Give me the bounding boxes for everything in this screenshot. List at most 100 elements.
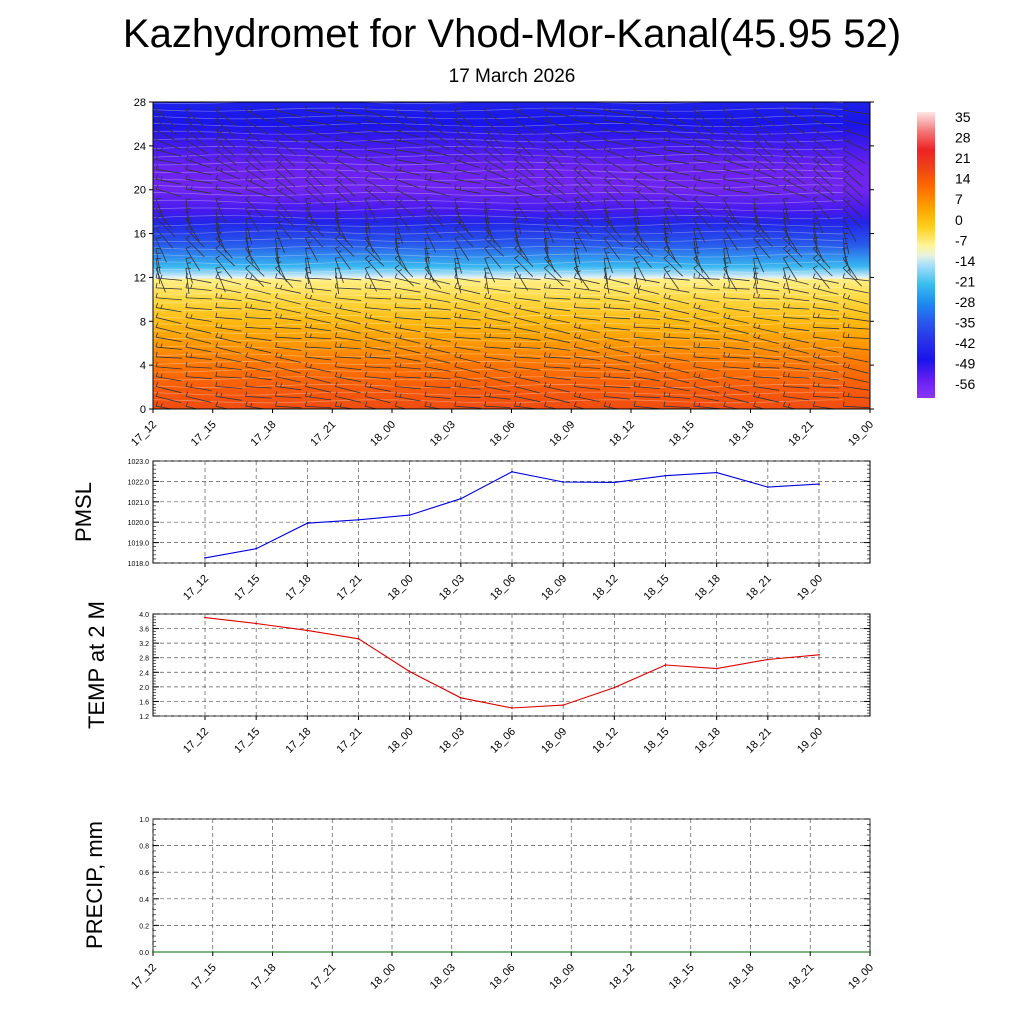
wind-barb xyxy=(753,332,779,344)
wind-barb xyxy=(663,265,680,290)
wind-barb xyxy=(693,312,720,325)
wind-barb xyxy=(155,144,182,157)
wind-barb xyxy=(842,105,869,115)
x-tick-label: 18_00 xyxy=(368,419,398,449)
wind-barb xyxy=(155,236,167,263)
y-tick-label: 1022.0 xyxy=(128,479,150,486)
wind-barb xyxy=(873,156,896,172)
wind-barb xyxy=(603,165,626,185)
contour-line xyxy=(153,207,844,212)
wind-barb xyxy=(364,332,391,344)
wind-barb xyxy=(424,391,451,399)
wind-barb xyxy=(215,136,236,158)
wind-barb xyxy=(155,302,182,313)
wind-barb xyxy=(484,332,511,339)
wind-barb xyxy=(842,401,870,409)
wind-barb xyxy=(633,245,652,268)
wind-barb xyxy=(245,322,272,330)
wind-barb xyxy=(603,257,610,285)
vertical-profile-panel: 0 4 8 12 16 20 24 28 17_12 17_15 17_18 17_21 18_00 18… xyxy=(129,97,899,449)
wind-barb xyxy=(753,106,775,126)
wind-barb xyxy=(484,256,495,283)
wind-barb xyxy=(873,267,884,292)
wind-barb xyxy=(454,236,470,261)
wind-barb xyxy=(155,381,182,394)
wind-barb xyxy=(633,391,661,399)
wind-barb xyxy=(364,208,371,235)
wind-barb xyxy=(693,195,713,218)
wind-barb xyxy=(663,282,690,293)
wind-barb xyxy=(663,401,690,408)
wind-barb xyxy=(573,175,594,198)
wind-barb xyxy=(215,391,242,401)
contour-line xyxy=(153,215,844,220)
x-tick-label: 17_21 xyxy=(335,573,365,603)
y-tick-label: 2.8 xyxy=(139,656,149,663)
wind-barb xyxy=(275,401,302,409)
wind-barb xyxy=(812,136,835,156)
wind-barb xyxy=(633,198,640,225)
wind-barb xyxy=(424,256,435,283)
wind-barb xyxy=(514,302,540,314)
wind-barb xyxy=(873,106,899,116)
x-tick-label: 18_21 xyxy=(786,419,816,449)
wind-barb xyxy=(245,218,253,245)
wind-barb xyxy=(484,164,509,180)
wind-barb xyxy=(454,164,481,176)
wind-barb xyxy=(454,371,481,382)
wind-barb xyxy=(334,125,361,135)
contour-line xyxy=(153,192,844,197)
wind-barb xyxy=(394,154,421,165)
wind-barb xyxy=(185,371,212,380)
wind-barb xyxy=(215,197,226,224)
pmsl-panel: 1018.0 1019.0 1020.0 1021.0 1022.0 1023.0 17_1… xyxy=(71,459,871,603)
wind-barb xyxy=(544,381,570,393)
wind-barb xyxy=(753,391,779,403)
wind-barb xyxy=(633,312,660,320)
wind-barb xyxy=(394,164,421,176)
wind-barb xyxy=(484,217,495,243)
wind-barb xyxy=(573,165,594,188)
wind-barb xyxy=(573,145,597,164)
wind-barb xyxy=(842,342,870,351)
wind-barb xyxy=(484,198,490,225)
x-tick-label: 18_12 xyxy=(607,962,637,992)
wind-barb xyxy=(364,144,391,156)
wind-barb xyxy=(454,391,481,399)
wind-barb xyxy=(873,198,884,223)
wind-barb xyxy=(544,312,570,324)
wind-barb xyxy=(514,165,537,185)
wind-barb xyxy=(484,342,511,350)
data-point xyxy=(459,696,462,699)
data-point xyxy=(766,486,769,488)
wind-barb xyxy=(394,184,419,202)
colorbar-label: -7 xyxy=(955,232,968,248)
temp2m-panel: 1.2 1.6 2.0 2.4 2.8 3.2 3.6 4.0 17_12 17_15 17_18 1… xyxy=(84,601,871,756)
wind-barb xyxy=(185,391,212,403)
wind-barb xyxy=(723,126,745,147)
wind-barb xyxy=(753,155,777,173)
wind-barb xyxy=(334,401,357,409)
wind-barb xyxy=(842,322,870,330)
y-tick-label: 4.0 xyxy=(139,612,149,619)
x-tick-label: 18_12 xyxy=(590,726,620,756)
wind-barb xyxy=(394,206,411,231)
data-point xyxy=(255,622,258,625)
wind-barb xyxy=(364,312,391,323)
wind-barb xyxy=(573,125,600,138)
wind-barb xyxy=(305,125,331,139)
wind-barb xyxy=(842,312,869,322)
wind-barb xyxy=(723,145,748,162)
wind-barb xyxy=(693,125,717,143)
wind-barb xyxy=(633,105,659,120)
wind-barb xyxy=(783,146,803,168)
wind-barb xyxy=(185,116,206,138)
wind-barb xyxy=(305,155,326,177)
contour-line xyxy=(153,176,844,181)
wind-barb xyxy=(305,175,325,198)
wind-barb xyxy=(334,245,351,270)
wind-barb xyxy=(873,216,892,237)
wind-barb xyxy=(514,282,541,290)
wind-barb xyxy=(753,126,773,148)
wind-barb xyxy=(394,381,421,390)
